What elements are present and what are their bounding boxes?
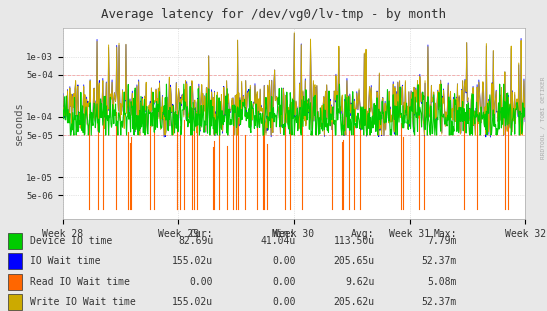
Text: 41.04u: 41.04u [260, 236, 295, 246]
Text: IO Wait time: IO Wait time [30, 256, 101, 266]
Bar [8, 294, 22, 310]
Text: Max:: Max: [433, 229, 457, 239]
Text: 5.08m: 5.08m [427, 277, 457, 287]
Text: 52.37m: 52.37m [422, 256, 457, 266]
Text: 113.50u: 113.50u [334, 236, 375, 246]
Text: Write IO Wait time: Write IO Wait time [30, 297, 136, 307]
Text: Cur:: Cur: [190, 229, 213, 239]
Y-axis label: seconds: seconds [14, 102, 24, 146]
Text: 155.02u: 155.02u [172, 297, 213, 307]
Text: RRDTOOL / TOBI OETIKER: RRDTOOL / TOBI OETIKER [541, 77, 546, 160]
Bar [8, 253, 22, 269]
Text: 52.37m: 52.37m [422, 297, 457, 307]
Text: 0.00: 0.00 [190, 277, 213, 287]
Text: 0.00: 0.00 [272, 297, 295, 307]
Bar [8, 274, 22, 290]
Text: 0.00: 0.00 [272, 277, 295, 287]
Text: 7.79m: 7.79m [427, 236, 457, 246]
Text: 0.00: 0.00 [272, 256, 295, 266]
Text: 205.65u: 205.65u [334, 256, 375, 266]
Text: 155.02u: 155.02u [172, 256, 213, 266]
Text: Average latency for /dev/vg0/lv-tmp - by month: Average latency for /dev/vg0/lv-tmp - by… [101, 8, 446, 21]
Text: Min:: Min: [272, 229, 295, 239]
Text: 9.62u: 9.62u [345, 277, 375, 287]
Bar [8, 233, 22, 249]
Text: Device IO time: Device IO time [30, 236, 112, 246]
Text: Read IO Wait time: Read IO Wait time [30, 277, 130, 287]
Text: 205.62u: 205.62u [334, 297, 375, 307]
Text: 82.69u: 82.69u [178, 236, 213, 246]
Text: Avg:: Avg: [351, 229, 375, 239]
